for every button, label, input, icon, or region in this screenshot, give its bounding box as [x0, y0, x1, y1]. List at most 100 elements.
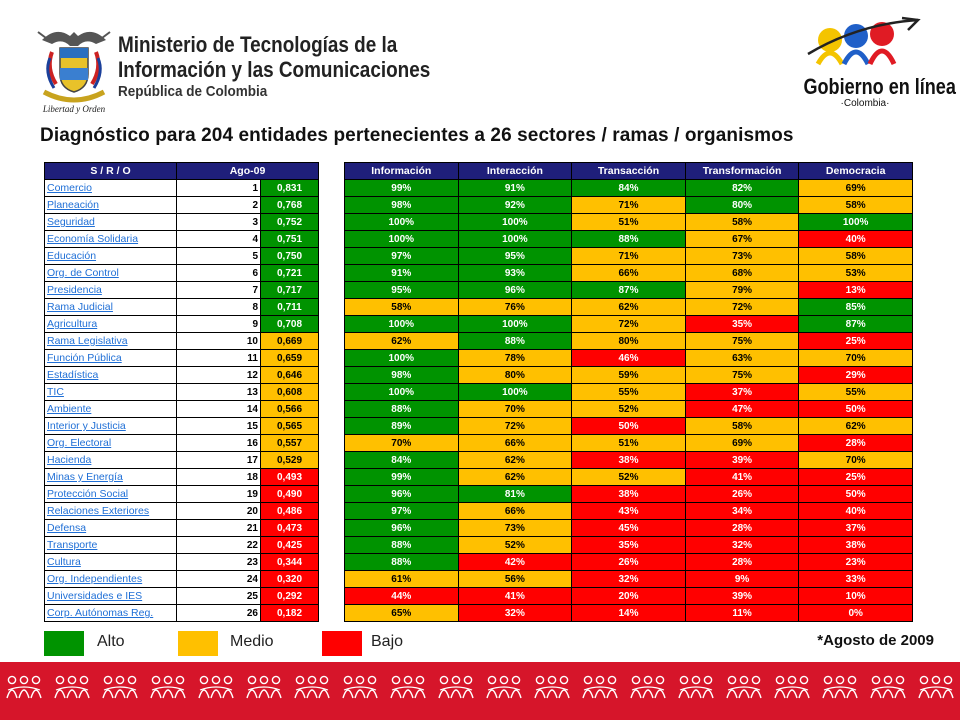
rank-cell: 15	[176, 417, 261, 435]
person-figure-icon	[126, 689, 138, 699]
person-figure-icon	[295, 675, 305, 685]
sector-name-cell: Ambiente	[44, 400, 177, 418]
person-figure-icon	[463, 675, 473, 685]
phase-value-cell: 100%	[344, 213, 459, 231]
person-figure-icon	[919, 686, 953, 691]
phase-value-cell: 62%	[457, 451, 573, 469]
sector-link[interactable]: Protección Social	[47, 488, 129, 500]
phase-value-cell: 78%	[457, 349, 573, 367]
sector-link[interactable]: Hacienda	[47, 454, 92, 466]
person-figure-icon	[871, 675, 881, 685]
ministry-line-2: Información y las Comunicaciones	[118, 57, 431, 82]
person-figure-icon	[270, 689, 282, 699]
sector-link[interactable]: Minas y Energía	[47, 471, 123, 483]
person-figure-icon	[558, 689, 570, 699]
phase-value-cell: 38%	[571, 485, 686, 503]
sector-link[interactable]: Transporte	[47, 539, 98, 551]
table-row: Org. Electoral 16 0,557	[44, 434, 319, 452]
sector-link[interactable]: Interior y Justicia	[47, 420, 126, 432]
motto-text: Libertad y Orden	[42, 104, 106, 114]
score-cell: 0,711	[260, 298, 319, 316]
phase-value-cell: 88%	[457, 332, 573, 350]
sector-link[interactable]: Comercio	[47, 182, 92, 194]
score-cell: 0,646	[260, 366, 319, 384]
person-figure-icon	[847, 675, 857, 685]
sector-link[interactable]: Función Pública	[47, 352, 122, 364]
person-figure-icon	[450, 689, 462, 699]
person-figure-icon	[7, 686, 41, 691]
phase-value-cell: 70%	[798, 451, 913, 469]
table-row: 97% 95% 71% 73% 58%	[344, 247, 913, 265]
rank-cell: 19	[176, 485, 261, 503]
phase-value-cell: 62%	[457, 468, 573, 486]
phase-value-cell: 100%	[457, 230, 573, 248]
phase-value-cell: 87%	[571, 281, 686, 299]
phase-value-cell: 80%	[571, 332, 686, 350]
table-row: 99% 62% 52% 41% 25%	[344, 468, 913, 486]
person-figure-icon	[894, 689, 906, 699]
score-cell: 0,566	[260, 400, 319, 418]
sector-link[interactable]: Ambiente	[47, 403, 92, 415]
phase-value-cell: 85%	[798, 298, 913, 316]
person-figure-icon	[834, 689, 846, 699]
sector-link[interactable]: Rama Legislativa	[47, 335, 128, 347]
table-row: Economía Solidaria 4 0,751	[44, 230, 319, 248]
header-sector: S / R / O	[44, 162, 177, 180]
sector-link[interactable]: Org. Electoral	[47, 437, 112, 449]
person-figure-icon	[259, 675, 269, 685]
sector-link[interactable]: Presidencia	[47, 284, 102, 296]
sector-name-cell: Cultura	[44, 553, 177, 571]
sector-link[interactable]: Relaciones Exteriores	[47, 505, 150, 517]
person-figure-icon	[534, 689, 546, 699]
phase-value-cell: 25%	[798, 468, 913, 486]
person-figure-icon	[787, 675, 797, 685]
rank-cell: 17	[176, 451, 261, 469]
sector-link[interactable]: Corp. Autónomas Reg.	[47, 607, 154, 619]
sector-link[interactable]: Cultura	[47, 556, 81, 568]
sector-link[interactable]: Org. Independientes	[47, 573, 143, 585]
table-row: Org. Independientes 24 0,320	[44, 570, 319, 588]
phase-value-cell: 20%	[571, 587, 686, 605]
score-cell: 0,708	[260, 315, 319, 333]
sector-link[interactable]: Planeación	[47, 199, 99, 211]
phase-table: Información Interacción Transacción Tran…	[344, 162, 913, 622]
sector-link[interactable]: Universidades e IES	[47, 590, 143, 602]
person-figure-icon	[19, 675, 29, 685]
phase-value-cell: 34%	[684, 502, 800, 520]
sector-name-cell: Relaciones Exteriores	[44, 502, 177, 520]
sector-link[interactable]: Seguridad	[47, 216, 95, 228]
ministry-line-1: Ministerio de Tecnologías de la	[118, 32, 398, 57]
person-figure-icon	[702, 689, 714, 699]
person-figure-icon	[823, 675, 833, 685]
phase-value-cell: 69%	[684, 434, 800, 452]
sector-link[interactable]: Estadística	[47, 369, 99, 381]
person-figure-icon	[403, 675, 413, 685]
phase-value-cell: 95%	[457, 247, 573, 265]
phase-value-cell: 73%	[684, 247, 800, 265]
sector-link[interactable]: Rama Judicial	[47, 301, 113, 313]
sector-link[interactable]: Defensa	[47, 522, 87, 534]
table-row: 100% 100% 51% 58% 100%	[344, 213, 913, 231]
person-figure-icon	[691, 675, 701, 685]
phase-value-cell: 76%	[457, 298, 573, 316]
phase-value-cell: 100%	[457, 315, 573, 333]
phase-value-cell: 93%	[457, 264, 573, 282]
sector-link[interactable]: Economía Solidaria	[47, 233, 139, 245]
table-row: Corp. Autónomas Reg. 26 0,182	[44, 604, 319, 622]
phase-value-cell: 40%	[798, 230, 913, 248]
person-figure-icon	[103, 675, 113, 685]
sector-link[interactable]: TIC	[47, 386, 64, 398]
person-figure-icon	[294, 689, 306, 699]
phase-value-cell: 100%	[344, 315, 459, 333]
phase-value-cell: 84%	[344, 451, 459, 469]
score-cell: 0,344	[260, 553, 319, 571]
person-figure-icon	[883, 675, 893, 685]
table-row: 58% 76% 62% 72% 85%	[344, 298, 913, 316]
table-row: 99% 91% 84% 82% 69%	[344, 179, 913, 197]
score-cell: 0,486	[260, 502, 319, 520]
sector-link[interactable]: Educación	[47, 250, 97, 262]
coat-of-arms-logo: Libertad y Orden	[36, 18, 112, 114]
sector-link[interactable]: Agricultura	[47, 318, 98, 330]
sector-link[interactable]: Org. de Control	[47, 267, 119, 279]
phase-value-cell: 88%	[344, 536, 459, 554]
